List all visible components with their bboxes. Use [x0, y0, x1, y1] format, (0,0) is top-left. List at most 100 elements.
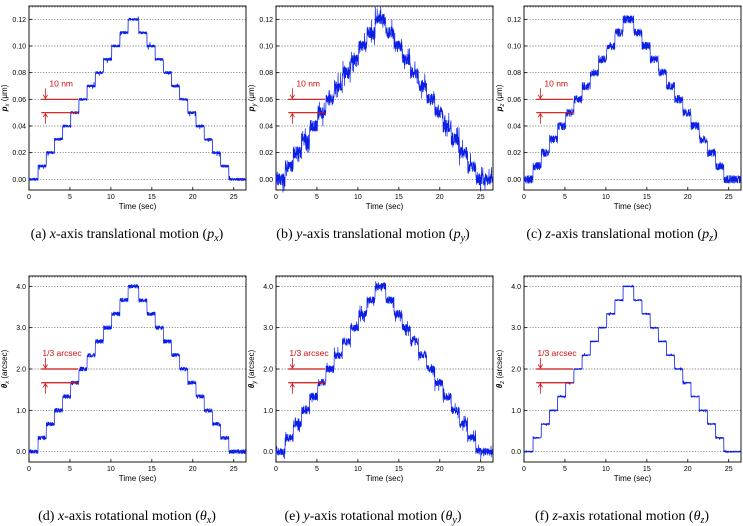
annotation-label: 10 nm	[544, 78, 568, 88]
x-tick-label: 10	[602, 466, 610, 473]
y-tick-label: 0.04	[507, 124, 521, 131]
x-tick-label: 5	[68, 466, 72, 473]
y-tick-label: 0.0	[511, 449, 521, 456]
x-tick-label: 25	[725, 194, 733, 201]
x-axis-title: Time (sec)	[366, 202, 404, 211]
x-tick-label: 0	[274, 466, 278, 473]
x-tick-label: 20	[189, 466, 197, 473]
step-annotation: 1/3 arcsec	[288, 348, 329, 394]
y-tick-label: 3.0	[263, 325, 273, 332]
annotation-label: 10 nm	[296, 78, 320, 88]
plot-frame	[28, 5, 247, 191]
x-axis-title: Time (sec)	[119, 474, 157, 483]
data-trace-series	[275, 281, 493, 460]
y-tick-label: 4.0	[511, 284, 521, 291]
annotation-label: 1/3 arcsec	[289, 348, 329, 358]
panel-f: 0.0 1.0 2.0 3.0 4.0 0 5 10 15 20 25 Time (sec) θz (a…	[495, 275, 742, 526]
y-tick-label: 0.10	[259, 44, 273, 51]
y-tick-label: 0.12	[259, 17, 273, 24]
y-tick-label: 4.0	[16, 284, 26, 291]
y-axis-title: θz (arcsec)	[495, 349, 506, 388]
y-tick-label: 0.08	[259, 70, 273, 77]
x-tick-label: 0	[274, 194, 278, 201]
data-trace-series	[28, 16, 246, 181]
y-tick-label: 1.0	[16, 408, 26, 415]
x-tick-label: 15	[148, 466, 156, 473]
x-tick-label: 20	[436, 466, 444, 473]
step-annotation: 1/3 arcsec	[536, 348, 577, 394]
x-tick-label: 5	[563, 466, 567, 473]
y-tick-label: 0.12	[12, 17, 26, 24]
y-tick-label: 0.0	[263, 449, 273, 456]
x-tick-label: 5	[563, 194, 567, 201]
step-annotation: 10 nm	[288, 78, 326, 124]
annotation-label: 1/3 arcsec	[537, 348, 577, 358]
y-tick-label: 0.04	[259, 124, 273, 131]
panel-c: 0.00 0.02 0.04 0.06 0.08 0.10 0.12 0 5 10 15 20 25 Ti…	[495, 5, 742, 244]
x-tick-label: 20	[436, 194, 444, 201]
panel-caption: (b) y-axis translational motion (py)	[276, 227, 470, 244]
x-tick-label: 10	[354, 194, 362, 201]
y-tick-label: 0.02	[507, 150, 521, 157]
x-tick-label: 25	[477, 466, 485, 473]
step-annotation: 10 nm	[41, 78, 79, 124]
x-tick-label: 10	[107, 466, 115, 473]
y-tick-label: 2.0	[263, 367, 273, 374]
x-tick-label: 5	[315, 466, 319, 473]
y-axis-title: θx (arcsec)	[0, 349, 11, 388]
panel-d: 0.0 1.0 2.0 3.0 4.0 0 5 10 15 20 25 Time (sec) θx (a…	[0, 275, 247, 526]
panel-caption: (f) z-axis rotational motion (θz)	[535, 509, 709, 526]
y-tick-label: 2.0	[16, 367, 26, 374]
panel-caption: (d) x-axis rotational motion (θx)	[38, 509, 216, 526]
annotation-up-arrowhead	[537, 112, 543, 118]
annotation-up-arrowhead	[537, 383, 543, 388]
annotation-down-arrowhead	[289, 94, 295, 100]
x-tick-label: 5	[315, 194, 319, 201]
plot-frame	[275, 5, 494, 191]
step-annotation: 1/3 arcsec	[41, 348, 82, 394]
y-tick-label: 0.12	[507, 17, 521, 24]
y-tick-label: 0.00	[507, 177, 521, 184]
annotation-down-arrowhead	[42, 364, 48, 369]
annotation-up-arrowhead	[289, 112, 295, 118]
data-trace-series	[28, 284, 246, 455]
annotation-label: 10 nm	[49, 78, 73, 88]
x-tick-label: 20	[684, 194, 692, 201]
y-tick-label: 0.08	[12, 70, 26, 77]
annotation-down-arrowhead	[537, 94, 543, 100]
data-trace-series	[275, 6, 493, 193]
y-tick-label: 0.00	[259, 177, 273, 184]
x-tick-label: 10	[107, 194, 115, 201]
y-tick-label: 2.0	[511, 367, 521, 374]
x-tick-label: 0	[27, 194, 31, 201]
x-tick-label: 0	[522, 194, 526, 201]
y-tick-label: 3.0	[16, 325, 26, 332]
y-tick-label: 0.10	[507, 44, 521, 51]
panel-a: 0.00 0.02 0.04 0.06 0.08 0.10 0.12 0 5 10 15 20 25 Ti…	[0, 5, 247, 244]
x-tick-label: 15	[643, 194, 651, 201]
gridlines	[524, 276, 741, 453]
x-axis-title: Time (sec)	[614, 474, 652, 483]
x-tick-label: 0	[522, 466, 526, 473]
annotation-down-arrowhead	[537, 364, 543, 369]
annotation-up-arrowhead	[289, 383, 295, 388]
plot-frame	[523, 5, 742, 191]
panel-b: 0.00 0.02 0.04 0.06 0.08 0.10 0.12 0 5 10 15 20 25 Ti…	[247, 5, 494, 244]
x-tick-label: 15	[395, 466, 403, 473]
x-tick-label: 5	[68, 194, 72, 201]
x-tick-label: 25	[230, 194, 238, 201]
y-tick-label: 0.0	[16, 449, 26, 456]
y-tick-label: 1.0	[263, 408, 273, 415]
y-tick-label: 0.06	[507, 97, 521, 104]
x-axis-title: Time (sec)	[366, 474, 404, 483]
panel-caption: (c) z-axis translational motion (pz)	[526, 227, 718, 244]
panel-e: 0.0 1.0 2.0 3.0 4.0 0 5 10 15 20 25 Time (sec) θy (a…	[247, 275, 494, 526]
y-tick-label: 0.00	[12, 177, 26, 184]
annotation-down-arrowhead	[42, 94, 48, 100]
panel-caption: (a) x-axis translational motion (px)	[31, 227, 224, 244]
annotation-label: 1/3 arcsec	[42, 348, 82, 358]
x-tick-label: 25	[230, 466, 238, 473]
y-tick-label: 0.04	[12, 124, 26, 131]
y-tick-label: 0.02	[259, 150, 273, 157]
